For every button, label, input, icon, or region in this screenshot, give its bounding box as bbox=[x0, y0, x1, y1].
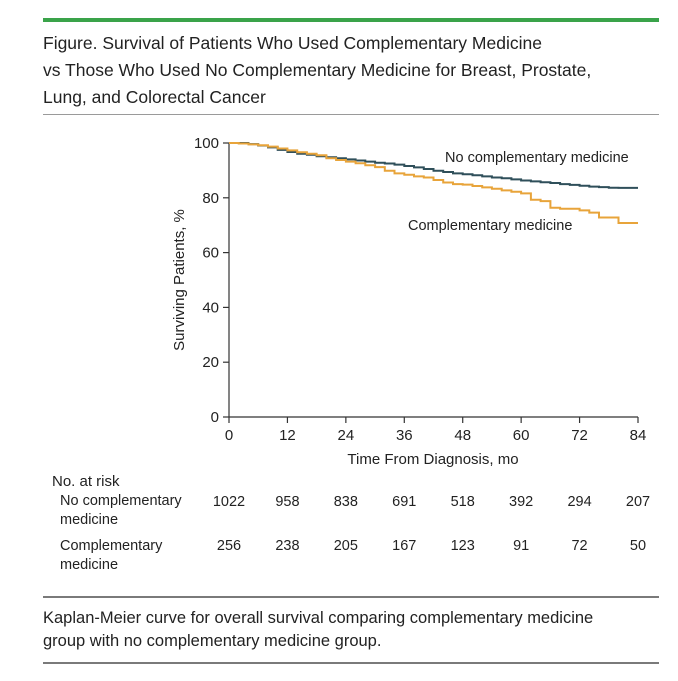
risk-value-complementary: 167 bbox=[392, 538, 417, 554]
series-label-complementary: Complementary medicine bbox=[408, 218, 572, 234]
risk-value-no-complementary: 518 bbox=[450, 494, 475, 510]
caption-line-2: group with no complementary medicine gro… bbox=[43, 632, 382, 650]
x-tick-label: 84 bbox=[630, 427, 647, 444]
caption-line-1: Kaplan-Meier curve for overall survival … bbox=[43, 609, 594, 627]
y-axis-label: Surviving Patients, % bbox=[171, 209, 188, 351]
y-tick-label: 20 bbox=[202, 354, 219, 371]
x-ticks: 0 12 24 36 48 60 72 84 bbox=[225, 417, 647, 444]
risk-value-no-complementary: 691 bbox=[392, 494, 417, 510]
y-tick-label: 80 bbox=[202, 190, 219, 207]
risk-value-no-complementary: 207 bbox=[625, 494, 651, 510]
x-tick-label: 12 bbox=[279, 427, 296, 444]
y-tick-label: 60 bbox=[202, 245, 219, 262]
risk-value-complementary: 123 bbox=[450, 538, 475, 554]
title-rule bbox=[43, 114, 659, 115]
risk-value-no-complementary: 1022 bbox=[212, 494, 246, 510]
risk-value-complementary: 205 bbox=[333, 538, 358, 554]
title-line-1: Figure. Survival of Patients Who Used Co… bbox=[43, 33, 542, 53]
x-tick-label: 60 bbox=[513, 427, 530, 444]
risk-row-label-line: No complementary bbox=[60, 493, 182, 509]
y-tick-label: 100 bbox=[194, 135, 219, 152]
risk-row-label-complementary: Complementary medicine bbox=[60, 537, 200, 575]
series-line-no-complementary bbox=[229, 142, 638, 189]
risk-value-complementary: 72 bbox=[571, 538, 588, 554]
series-label-no-complementary: No complementary medicine bbox=[445, 150, 629, 166]
risk-row-label-no-complementary: No complementary medicine bbox=[60, 492, 200, 530]
series-lines bbox=[229, 142, 638, 224]
risk-value-complementary: 238 bbox=[275, 538, 300, 554]
series-line-complementary bbox=[229, 142, 638, 224]
risk-table-header: No. at risk bbox=[52, 473, 120, 490]
risk-value-complementary: 50 bbox=[629, 538, 647, 554]
figure-title: Figure. Survival of Patients Who Used Co… bbox=[43, 30, 659, 111]
risk-value-no-complementary: 838 bbox=[333, 494, 358, 510]
risk-value-no-complementary: 958 bbox=[275, 494, 300, 510]
x-tick-label: 72 bbox=[571, 427, 588, 444]
x-tick-label: 24 bbox=[338, 427, 355, 444]
x-tick-label: 48 bbox=[454, 427, 471, 444]
y-tick-label: 40 bbox=[202, 299, 219, 316]
risk-value-no-complementary: 392 bbox=[509, 494, 534, 510]
risk-value-no-complementary: 294 bbox=[567, 494, 592, 510]
figure-caption: Kaplan-Meier curve for overall survival … bbox=[43, 607, 663, 653]
title-line-3: Lung, and Colorectal Cancer bbox=[43, 87, 266, 107]
title-line-2: vs Those Who Used No Complementary Medic… bbox=[43, 60, 592, 80]
caption-rule-top bbox=[43, 596, 659, 598]
risk-value-complementary: 256 bbox=[216, 538, 242, 554]
y-tick-label: 0 bbox=[211, 409, 219, 426]
x-axis-label: Time From Diagnosis, mo bbox=[347, 451, 518, 468]
risk-row-label-line: medicine bbox=[60, 557, 119, 573]
top-rule bbox=[43, 18, 659, 22]
risk-value-complementary: 91 bbox=[513, 538, 530, 554]
risk-row-label-line: medicine bbox=[60, 512, 119, 528]
y-ticks: 0 20 40 60 80 100 bbox=[194, 135, 229, 426]
x-tick-label: 0 bbox=[225, 427, 233, 444]
risk-row-label-line: Complementary bbox=[60, 538, 163, 554]
caption-rule-bottom bbox=[43, 662, 659, 664]
x-tick-label: 36 bbox=[396, 427, 413, 444]
